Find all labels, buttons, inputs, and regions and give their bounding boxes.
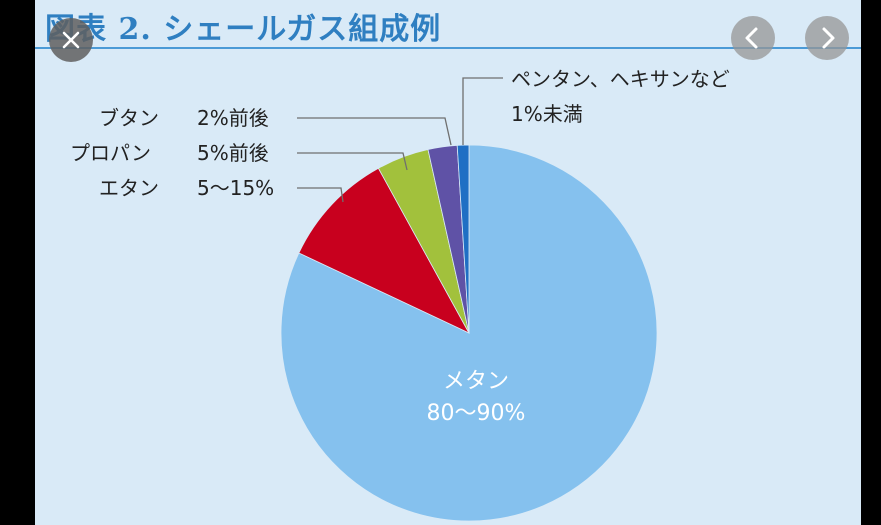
slice-label-propane: プロパン 5%前後 bbox=[70, 141, 269, 165]
slice-label-ethane: エタン 5〜15% bbox=[99, 176, 274, 200]
slice-label-butane: ブタン 2%前後 bbox=[99, 106, 269, 130]
close-button[interactable] bbox=[49, 18, 93, 62]
slice-label-pentane-value: 1%未満 bbox=[511, 102, 583, 126]
title-underline bbox=[35, 47, 861, 49]
figure-panel: 図表 2. シェールガス組成例 ブタン 2%前後 プロパン 5%前後 エタン 5〜15… bbox=[35, 0, 861, 525]
leader-line-pentane bbox=[462, 77, 503, 145]
pie-slice-ethane bbox=[298, 167, 470, 334]
previous-button[interactable] bbox=[731, 16, 775, 60]
leader-line-butane bbox=[297, 117, 452, 146]
chart-title: 図表 2. シェールガス組成例 bbox=[45, 12, 442, 47]
pie-slice-pentane-hexane bbox=[456, 144, 470, 334]
chevron-left-icon bbox=[745, 27, 758, 49]
pie-chart: ブタン 2%前後 プロパン 5%前後 エタン 5〜15% ペンタン、ヘキサンなど 1%… bbox=[70, 67, 730, 522]
next-button[interactable] bbox=[805, 16, 849, 60]
chevron-right-icon bbox=[822, 27, 835, 49]
close-icon bbox=[62, 31, 80, 49]
slice-label-methane-value: 80〜90% bbox=[427, 401, 526, 426]
slice-label-methane-name: メタン bbox=[443, 369, 509, 394]
leader-line-propane bbox=[297, 152, 408, 171]
pie-slices bbox=[280, 144, 658, 522]
leader-line-ethane bbox=[297, 187, 344, 203]
slice-label-pentane-name: ペンタン、ヘキサンなど bbox=[511, 67, 730, 91]
